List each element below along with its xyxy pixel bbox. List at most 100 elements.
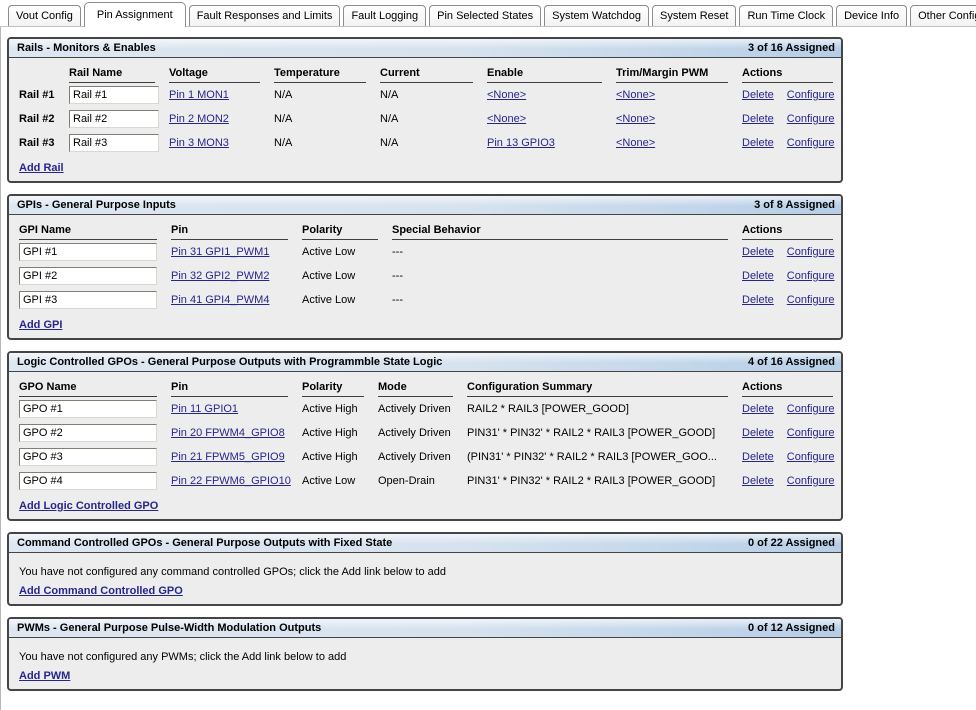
gpo-pin-link[interactable]: Pin 11 GPIO1 bbox=[171, 403, 239, 415]
delete-link[interactable]: Delete bbox=[742, 270, 774, 282]
section-title: Command Controlled GPOs - General Purpos… bbox=[17, 537, 393, 549]
special-behavior-value: --- bbox=[392, 270, 403, 282]
add-rail-link[interactable]: Add Rail bbox=[19, 162, 64, 174]
column-header-voltage: Voltage bbox=[169, 67, 260, 83]
delete-link[interactable]: Delete bbox=[742, 89, 774, 101]
polarity-value: Active Low bbox=[302, 270, 356, 282]
column-header-enable: Enable bbox=[487, 67, 602, 83]
gpi-pin-link[interactable]: Pin 31 GPI1_PWM1 bbox=[171, 246, 270, 258]
add-gpi-link[interactable]: Add GPI bbox=[19, 319, 63, 331]
rail-name-input[interactable] bbox=[69, 110, 159, 128]
rail-row-label: Rail #2 bbox=[19, 113, 55, 125]
configure-link[interactable]: Configure bbox=[786, 137, 835, 149]
gpo-pin-link[interactable]: Pin 21 FPWM5_GPIO9 bbox=[171, 451, 285, 463]
tab-pin-assignment[interactable]: Pin Assignment bbox=[83, 2, 186, 27]
enable-pin-link[interactable]: <None> bbox=[487, 89, 527, 101]
column-header-pin: Pin bbox=[171, 224, 288, 240]
gpi-row: Pin 32 GPI2_PWM2 Active Low --- Delete C… bbox=[9, 264, 841, 288]
config-summary-value: RAIL2 * RAIL3 [POWER_GOOD] bbox=[467, 403, 629, 415]
trim-margin-pwm-link[interactable]: <None> bbox=[616, 113, 656, 125]
gpi-row: Pin 41 GPI4_PWM4 Active Low --- Delete C… bbox=[9, 288, 841, 312]
add-logic-controlled-gpo-link[interactable]: Add Logic Controlled GPO bbox=[19, 500, 159, 512]
add-command-controlled-gpo-link[interactable]: Add Command Controlled GPO bbox=[19, 585, 183, 597]
delete-link[interactable]: Delete bbox=[742, 294, 774, 306]
configure-link[interactable]: Configure bbox=[786, 294, 835, 306]
configure-link[interactable]: Configure bbox=[786, 451, 835, 463]
rail-name-input[interactable] bbox=[69, 134, 159, 152]
assigned-count-badge: 0 of 12 Assigned bbox=[747, 622, 835, 634]
enable-pin-link[interactable]: Pin 13 GPIO3 bbox=[487, 137, 555, 149]
pin-assignment-page: Rails - Monitors & Enables 3 of 16 Assig… bbox=[0, 27, 976, 710]
column-header-trim-margin-pwm: Trim/Margin PWM bbox=[616, 67, 728, 83]
config-summary-value: (PIN31' * PIN32' * RAIL2 * RAIL3 [POWER_… bbox=[467, 451, 717, 463]
delete-link[interactable]: Delete bbox=[742, 427, 774, 439]
tab-other-config[interactable]: Other Config bbox=[910, 5, 976, 26]
trim-margin-pwm-link[interactable]: <None> bbox=[616, 137, 656, 149]
command-gpos-section: Command Controlled GPOs - General Purpos… bbox=[7, 532, 843, 606]
configure-link[interactable]: Configure bbox=[786, 246, 835, 258]
delete-link[interactable]: Delete bbox=[742, 113, 774, 125]
current-value: N/A bbox=[380, 89, 399, 101]
gpo-name-input[interactable] bbox=[19, 472, 157, 490]
rail-row: Rail #1 Pin 1 MON1 N/A N/A <None> <None>… bbox=[9, 83, 841, 107]
voltage-pin-link[interactable]: Pin 2 MON2 bbox=[169, 113, 229, 125]
rails-section: Rails - Monitors & Enables 3 of 16 Assig… bbox=[7, 37, 843, 183]
configure-link[interactable]: Configure bbox=[786, 427, 835, 439]
configure-link[interactable]: Configure bbox=[786, 475, 835, 487]
voltage-pin-link[interactable]: Pin 1 MON1 bbox=[169, 89, 229, 101]
gpo-row: Pin 11 GPIO1 Active High Actively Driven… bbox=[9, 397, 841, 421]
tab-device-info[interactable]: Device Info bbox=[836, 5, 908, 26]
gpo-row: Pin 22 FPWM6_GPIO10 Active Low Open-Drai… bbox=[9, 469, 841, 493]
delete-link[interactable]: Delete bbox=[742, 246, 774, 258]
gpo-name-input[interactable] bbox=[19, 424, 157, 442]
pwms-section-header: PWMs - General Purpose Pulse-Width Modul… bbox=[9, 619, 841, 638]
section-title: Logic Controlled GPOs - General Purpose … bbox=[17, 356, 443, 368]
temperature-value: N/A bbox=[274, 89, 293, 101]
tab-pin-selected-states[interactable]: Pin Selected States bbox=[429, 5, 542, 26]
mode-value: Actively Driven bbox=[378, 403, 451, 415]
polarity-value: Active Low bbox=[302, 246, 356, 258]
column-header-configuration-summary: Configuration Summary bbox=[467, 381, 728, 397]
tab-system-reset[interactable]: System Reset bbox=[651, 5, 737, 26]
tab-vout-config[interactable]: Vout Config bbox=[8, 5, 81, 26]
logic-gpos-column-headers: GPO Name Pin Polarity Mode Configuration… bbox=[9, 375, 841, 397]
current-value: N/A bbox=[380, 113, 399, 125]
current-value: N/A bbox=[380, 137, 399, 149]
rail-name-input[interactable] bbox=[69, 86, 159, 104]
voltage-pin-link[interactable]: Pin 3 MON3 bbox=[169, 137, 229, 149]
special-behavior-value: --- bbox=[392, 246, 403, 258]
configure-link[interactable]: Configure bbox=[786, 403, 835, 415]
configure-link[interactable]: Configure bbox=[786, 89, 835, 101]
delete-link[interactable]: Delete bbox=[742, 403, 774, 415]
gpo-row: Pin 20 FPWM4_GPIO8 Active High Actively … bbox=[9, 421, 841, 445]
trim-margin-pwm-link[interactable]: <None> bbox=[616, 89, 656, 101]
delete-link[interactable]: Delete bbox=[742, 475, 774, 487]
tab-fault-logging[interactable]: Fault Logging bbox=[343, 5, 427, 26]
gpo-name-input[interactable] bbox=[19, 448, 157, 466]
polarity-value: Active High bbox=[302, 403, 358, 415]
gpis-section-header: GPIs - General Purpose Inputs 3 of 8 Ass… bbox=[9, 196, 841, 215]
tab-fault-responses-and-limits[interactable]: Fault Responses and Limits bbox=[188, 5, 341, 26]
mode-value: Actively Driven bbox=[378, 427, 451, 439]
configure-link[interactable]: Configure bbox=[786, 270, 835, 282]
column-header-temperature: Temperature bbox=[274, 67, 366, 83]
tab-system-watchdog[interactable]: System Watchdog bbox=[544, 5, 649, 26]
gpi-name-input[interactable] bbox=[19, 267, 157, 285]
configure-link[interactable]: Configure bbox=[786, 113, 835, 125]
polarity-value: Active High bbox=[302, 427, 358, 439]
gpo-pin-link[interactable]: Pin 20 FPWM4_GPIO8 bbox=[171, 427, 285, 439]
tab-run-time-clock[interactable]: Run Time Clock bbox=[739, 5, 834, 26]
gpi-pin-link[interactable]: Pin 32 GPI2_PWM2 bbox=[171, 270, 270, 282]
gpi-pin-link[interactable]: Pin 41 GPI4_PWM4 bbox=[171, 294, 270, 306]
enable-pin-link[interactable]: <None> bbox=[487, 113, 527, 125]
gpi-name-input[interactable] bbox=[19, 243, 157, 261]
assigned-count-badge: 4 of 16 Assigned bbox=[747, 356, 835, 368]
delete-link[interactable]: Delete bbox=[742, 451, 774, 463]
command-gpos-section-header: Command Controlled GPOs - General Purpos… bbox=[9, 534, 841, 553]
add-pwm-link[interactable]: Add PWM bbox=[19, 670, 71, 682]
delete-link[interactable]: Delete bbox=[742, 137, 774, 149]
column-header-current: Current bbox=[380, 67, 473, 83]
gpo-pin-link[interactable]: Pin 22 FPWM6_GPIO10 bbox=[171, 475, 291, 487]
gpo-name-input[interactable] bbox=[19, 400, 157, 418]
gpi-name-input[interactable] bbox=[19, 291, 157, 309]
